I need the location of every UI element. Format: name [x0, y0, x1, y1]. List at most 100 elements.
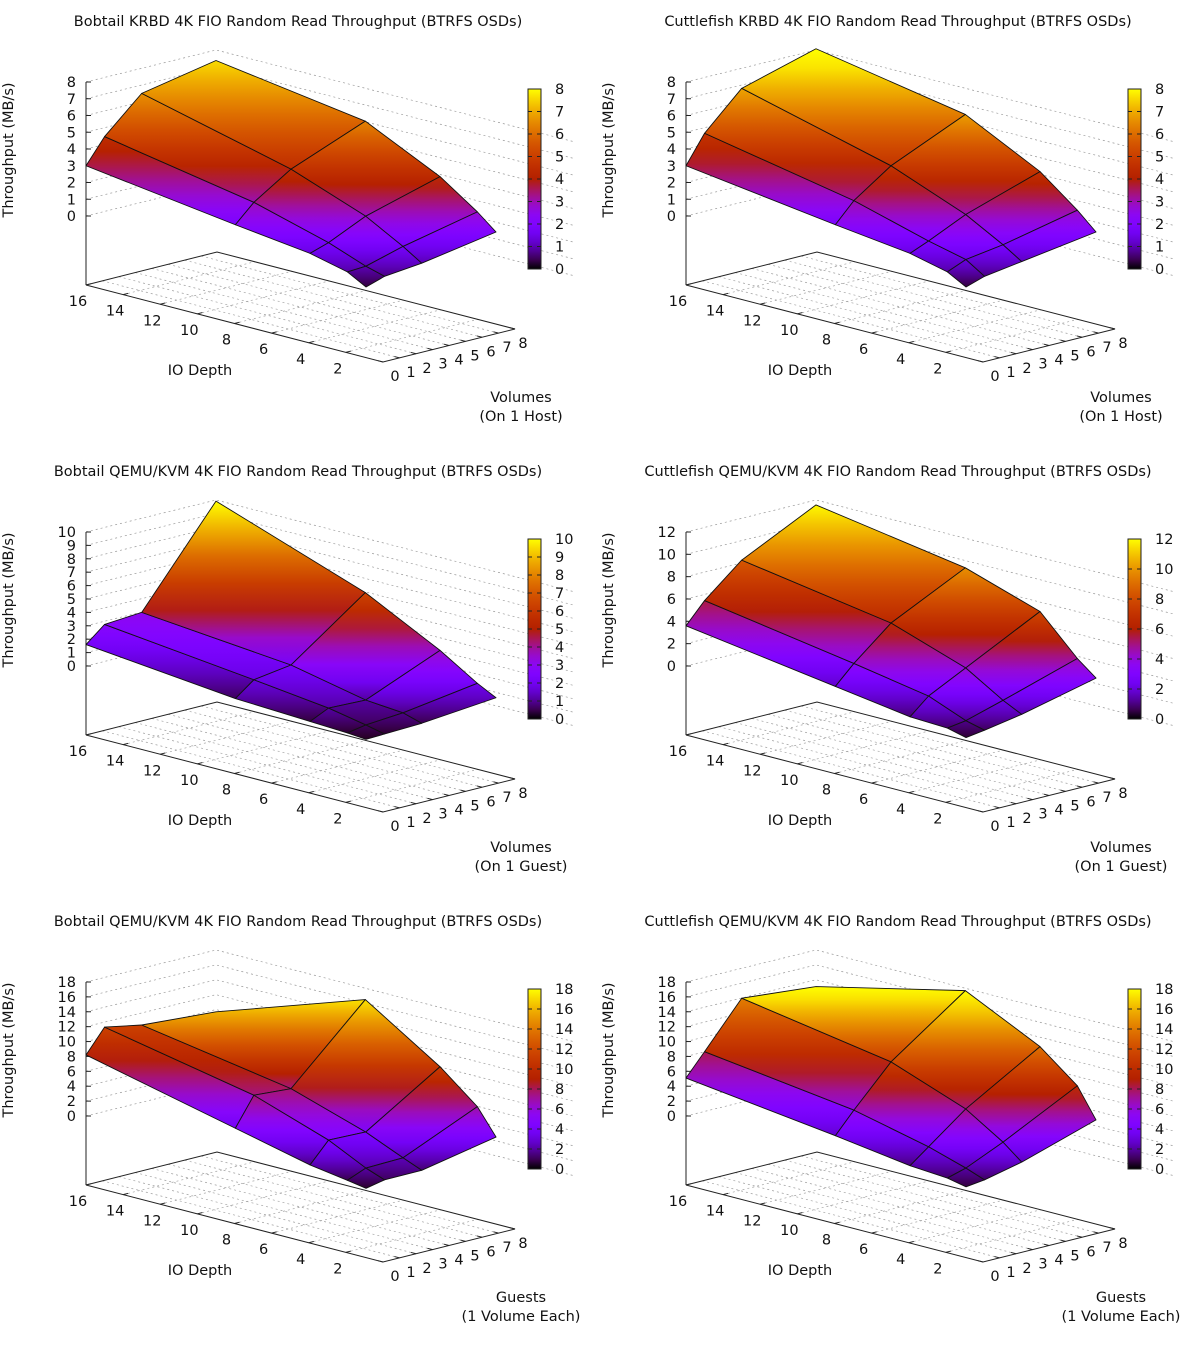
y-tick-label: 7: [1102, 1240, 1111, 1256]
x-tick-mark: [797, 1212, 803, 1215]
x-tick-label: 8: [822, 333, 831, 349]
base-grid-line: [751, 718, 1050, 796]
y-tick-mark: [377, 810, 384, 813]
z-tick-label: 12: [58, 1020, 76, 1036]
base-grid-line: [184, 1159, 483, 1238]
colorbar-tick-label: 8: [555, 568, 564, 584]
y-tick-mark: [1109, 327, 1116, 330]
y-tick-label: 2: [1022, 361, 1031, 377]
x-tick-label: 2: [933, 811, 942, 827]
x-tick-label: 6: [859, 342, 868, 358]
z-grid-line: [685, 499, 1176, 593]
base-grid-line: [702, 1180, 1000, 1259]
y-tick-label: 8: [518, 786, 527, 802]
colorbar-tick-label: 6: [555, 1102, 564, 1118]
y-tick-label: 0: [390, 369, 399, 385]
y-tick-label: 3: [1038, 807, 1047, 823]
z-tick-label: 0: [67, 1109, 76, 1125]
z-tick-label: 10: [58, 525, 76, 541]
chart-title: Cuttlefish QEMU/KVM 4K FIO Random Read T…: [644, 464, 1151, 480]
y-tick-mark: [410, 1251, 417, 1255]
colorbar-tick-label: 9: [555, 550, 564, 566]
surface-chart: Bobtail QEMU/KVM 4K FIO Random Read Thro…: [0, 450, 600, 900]
x-tick-label: 6: [259, 792, 268, 808]
chart-svg: Cuttlefish QEMU/KVM 4K FIO Random Read T…: [601, 914, 1180, 1325]
x-tick-mark: [160, 302, 166, 305]
y-tick-mark: [410, 351, 417, 355]
y-tick-label: 2: [422, 1261, 431, 1277]
y-tick-mark: [427, 347, 433, 351]
z-tick-label: 2: [667, 637, 676, 653]
y-tick-mark: [1093, 1231, 1099, 1234]
y-tick-label: 6: [486, 794, 495, 810]
x-tick-label: 4: [296, 802, 305, 818]
y-tick-label: 8: [518, 1236, 527, 1252]
x-tick-mark: [122, 292, 129, 296]
x-tick-label: 16: [669, 744, 687, 760]
z-grid-line: [685, 544, 1176, 638]
y-tick-mark: [1060, 789, 1066, 792]
colorbar: 0 1 2 3 4 5 6 7 8 9 10: [527, 532, 573, 728]
colorbar-tick-label: 10: [555, 532, 573, 548]
x-tick-label: 4: [296, 352, 305, 368]
x-tick-label: 8: [822, 783, 831, 799]
z-axis-label: Throughput (MB/s): [1, 982, 17, 1118]
x-tick-mark: [722, 742, 729, 746]
colorbar-tick-label: 4: [555, 1122, 564, 1138]
x-tick-mark: [834, 321, 840, 324]
colorbar-tick-label: 14: [555, 1022, 573, 1038]
y-tick-label: 1: [1006, 815, 1015, 831]
colorbar-tick-label: 7: [555, 105, 564, 121]
y-tick-mark: [1076, 785, 1083, 788]
colorbar-tick-label: 8: [555, 1082, 564, 1098]
colorbar-tick-label: 6: [1155, 1102, 1164, 1118]
x-tick-mark: [271, 1231, 277, 1234]
chart-title: Cuttlefish QEMU/KVM 4K FIO Random Read T…: [644, 914, 1151, 930]
chart-title: Bobtail QEMU/KVM 4K FIO Random Read Thro…: [54, 464, 542, 480]
colorbar-tick-label: 4: [555, 172, 564, 188]
base-border: [685, 251, 1116, 363]
colorbar-tick-label: 0: [555, 262, 564, 278]
z-tick-label: 12: [658, 1020, 676, 1036]
z-tick-label: 6: [667, 109, 676, 125]
y-tick-label: 4: [454, 803, 463, 819]
base-grid-line: [234, 1190, 367, 1224]
z-tick-label: 9: [67, 538, 76, 554]
y-tick-mark: [1060, 1239, 1066, 1242]
z-grid-line: [85, 580, 576, 673]
colorbar-tick-label: 1: [555, 694, 564, 710]
y-axis-label: (On 1 Host): [1079, 409, 1162, 425]
x-tick-mark: [908, 1240, 914, 1244]
z-tick-label: 2: [667, 176, 676, 192]
x-tick-mark: [871, 331, 877, 334]
y-tick-mark: [394, 806, 400, 809]
x-tick-label: 4: [896, 352, 905, 368]
base-grid-line: [151, 1168, 450, 1246]
colorbar-tick-label: 8: [555, 82, 564, 98]
base-grid-line: [102, 280, 400, 359]
z-grid-line: [85, 553, 576, 646]
base-grid-line: [751, 1168, 1050, 1246]
y-tick-mark: [493, 781, 499, 784]
z-grid-line: [685, 979, 1176, 1073]
y-tick-label: 1: [406, 365, 415, 381]
y-tick-mark: [394, 1256, 400, 1259]
z-axis-label: Throughput (MB/s): [1, 82, 17, 218]
z-tick-label: 6: [67, 1064, 76, 1080]
x-tick-label: 8: [222, 333, 231, 349]
x-tick-label: 10: [180, 773, 198, 789]
colorbar-tick-label: 4: [555, 640, 564, 656]
colorbar-tick-label: 1: [555, 240, 564, 256]
y-tick-mark: [1027, 347, 1033, 351]
chart-title: Cuttlefish KRBD 4K FIO Random Read Throu…: [664, 14, 1131, 30]
z-tick-label: 0: [67, 659, 76, 675]
z-tick-label: 18: [658, 975, 676, 991]
z-tick-label: 5: [67, 125, 76, 141]
z-tick-label: 4: [67, 605, 76, 621]
x-tick-label: 8: [222, 1233, 231, 1249]
colorbar-gradient: [1127, 988, 1142, 1170]
x-tick-mark: [85, 733, 92, 736]
base-grid-line: [168, 1164, 466, 1242]
